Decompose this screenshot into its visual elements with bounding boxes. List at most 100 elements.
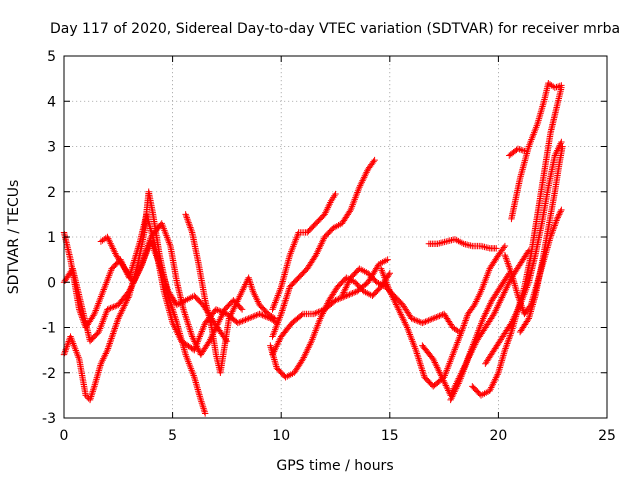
data-point [370, 158, 377, 165]
data-point [558, 138, 565, 146]
data-point [257, 311, 265, 318]
data-point [386, 270, 393, 277]
y-tick-label: 3 [47, 140, 56, 156]
data-point [109, 330, 117, 337]
series-arc-6 [269, 190, 339, 313]
data-point [182, 312, 189, 320]
data-point [436, 312, 443, 320]
data-point [470, 303, 477, 310]
data-point [514, 145, 522, 152]
y-tick-label: 1 [47, 230, 56, 246]
series-arc-8 [267, 270, 393, 381]
y-tick-label: -1 [42, 321, 56, 337]
series-arc-13 [447, 247, 533, 404]
data-point [449, 324, 456, 331]
data-point [266, 311, 273, 319]
data-point [121, 302, 128, 309]
data-point [349, 290, 356, 297]
x-tick-label: 20 [489, 428, 507, 444]
data-point [90, 312, 97, 319]
y-tick-label: 2 [47, 185, 56, 201]
data-point [182, 314, 190, 322]
data-point [554, 83, 562, 90]
data-point [431, 314, 438, 322]
data-point [256, 310, 263, 318]
data-point [414, 317, 421, 325]
data-point [237, 304, 245, 312]
data-point [239, 317, 246, 325]
data-point [199, 403, 207, 410]
data-point [248, 313, 255, 321]
data-point [108, 304, 116, 311]
data-point [184, 318, 191, 325]
x-tick-label: 5 [168, 428, 177, 444]
grid-lines [64, 56, 607, 418]
data-point [240, 317, 248, 324]
data-point [415, 357, 423, 364]
data-point [82, 392, 89, 399]
data-point [122, 300, 129, 308]
data-point [333, 296, 341, 303]
data-point [185, 321, 192, 328]
data-point [556, 82, 563, 90]
data-point [422, 318, 429, 325]
data-point [127, 284, 134, 292]
y-tick-label: -2 [42, 366, 56, 382]
data-point [416, 358, 423, 366]
data-point [104, 306, 111, 313]
series-arc-3 [60, 238, 231, 345]
series-arc-5 [182, 211, 278, 376]
data-point [111, 325, 119, 332]
data-point [112, 321, 120, 329]
data-point [100, 236, 108, 243]
data-point [553, 83, 560, 91]
data-point [184, 319, 192, 327]
series-arc-9 [269, 256, 391, 358]
data-point [116, 312, 124, 319]
data-point [237, 318, 245, 325]
data-point [411, 316, 418, 323]
data-point [371, 156, 378, 164]
data-point [268, 312, 275, 320]
data-point [350, 289, 358, 296]
data-point [90, 386, 97, 393]
data-point [284, 290, 291, 297]
data-point [312, 310, 319, 317]
data-point [259, 312, 266, 319]
series-arc-11 [377, 242, 509, 390]
data-point [315, 308, 322, 316]
data-point [433, 313, 440, 321]
series-arc-10 [338, 265, 463, 336]
x-axis-label: GPS time / hours [276, 458, 393, 474]
data-point [420, 319, 428, 326]
data-point [243, 315, 251, 323]
plot-frame [63, 55, 608, 419]
data-point [186, 324, 193, 332]
data-point [556, 211, 563, 218]
data-point [201, 408, 208, 415]
data-point [248, 283, 255, 290]
data-point [385, 271, 393, 278]
data-point [384, 256, 391, 263]
data-point [428, 315, 435, 323]
data-point [418, 363, 425, 371]
data-point [426, 316, 434, 323]
data-point [97, 238, 105, 245]
data-point [313, 309, 321, 316]
data-point [201, 410, 209, 417]
data-point [264, 310, 272, 318]
data-point [501, 242, 509, 250]
data-point [553, 215, 561, 223]
data-point [118, 308, 125, 316]
data-point [346, 291, 353, 298]
data-point [185, 323, 193, 330]
data-point [335, 295, 342, 303]
data-point [181, 309, 188, 316]
data-point [107, 336, 115, 344]
data-point [558, 206, 565, 214]
data-point [198, 398, 205, 405]
data-point [214, 306, 221, 314]
data-point [316, 308, 324, 315]
data-point [419, 368, 427, 376]
